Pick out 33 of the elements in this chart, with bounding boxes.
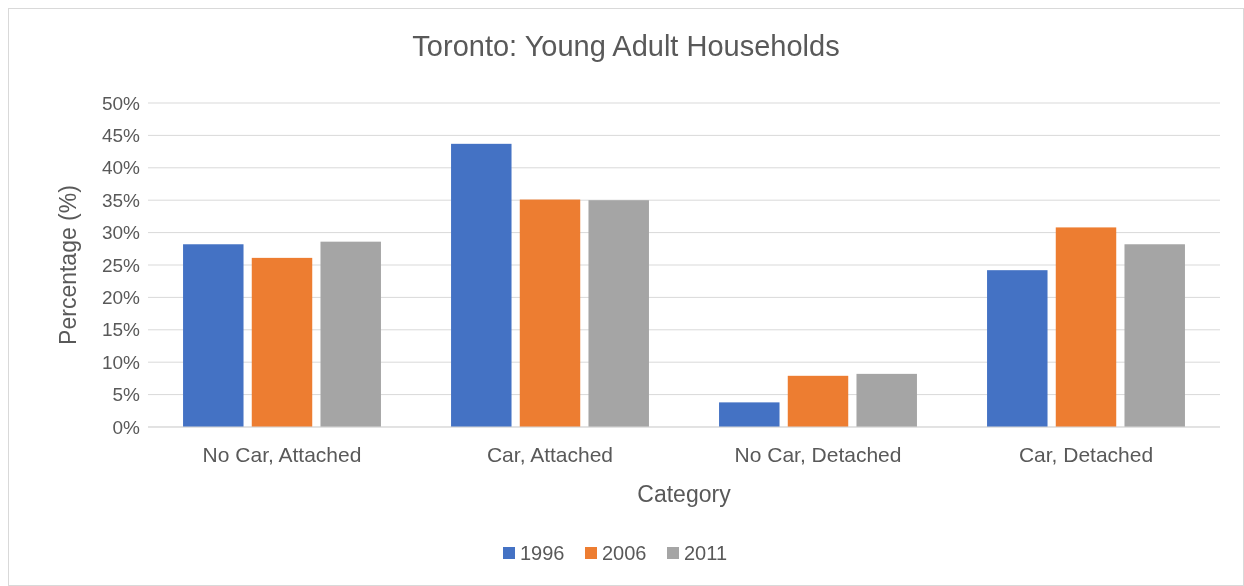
y-tick-label: 5% [112, 384, 141, 406]
legend-label: 1996 [520, 542, 565, 564]
legend-label: 2006 [602, 542, 647, 564]
y-tick-label: 30% [101, 222, 141, 244]
x-tick-label: No Car, Attached [202, 443, 362, 466]
y-tick-label: 35% [101, 189, 141, 211]
bar [719, 402, 780, 427]
y-axis-title: Percentage (%) [55, 185, 81, 345]
chart-title: Toronto: Young Adult Households [412, 30, 840, 62]
x-axis-title: Category [637, 481, 732, 507]
bar [1124, 244, 1185, 427]
bar [787, 375, 849, 427]
y-tick-label: 25% [101, 254, 141, 276]
x-tick-label: Car, Attached [486, 443, 614, 466]
bar [519, 199, 581, 427]
x-tick-label: No Car, Detached [734, 443, 902, 466]
bar [856, 373, 917, 427]
y-tick-label: 40% [101, 157, 141, 179]
bar [451, 143, 512, 427]
legend-label: 2011 [684, 542, 728, 564]
y-tick-label: 50% [101, 92, 141, 114]
bar [183, 244, 244, 427]
y-tick-label: 10% [101, 351, 141, 373]
bar [1055, 227, 1117, 427]
y-tick-label: 20% [101, 287, 141, 309]
y-tick-label: 15% [101, 319, 141, 341]
bar [251, 257, 313, 427]
x-tick-label: Car, Detached [1018, 443, 1154, 466]
bar [320, 241, 381, 427]
y-tick-label: 0% [112, 416, 141, 438]
bar [588, 200, 649, 427]
y-tick-label: 45% [101, 125, 141, 147]
bar [987, 270, 1048, 427]
